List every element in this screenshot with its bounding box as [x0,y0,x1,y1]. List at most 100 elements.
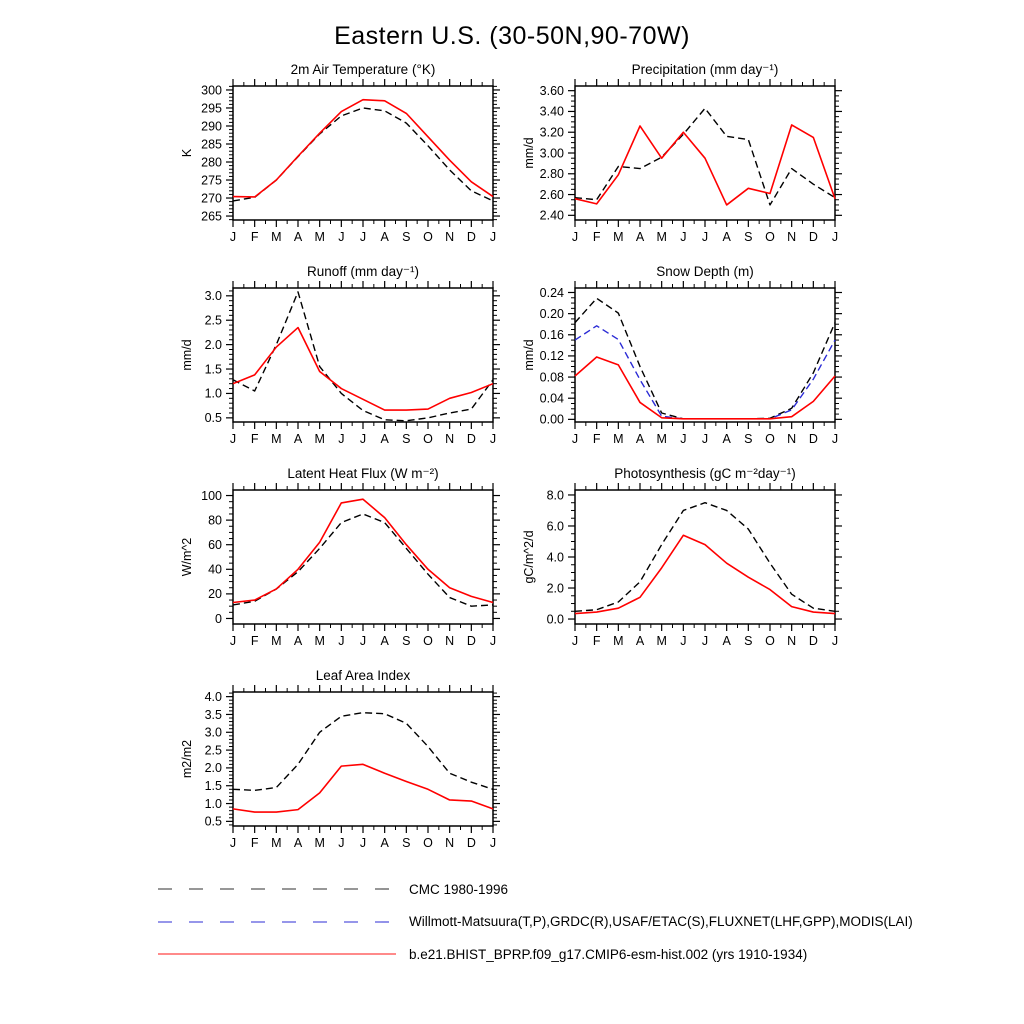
x-tick-label: F [251,432,259,446]
x-tick-label: O [423,836,433,850]
series-line-cmc [574,107,836,206]
x-tick-label: M [656,230,666,244]
y-tick-label: 1.5 [205,362,222,376]
legend-label: Willmott-Matsuura(T,P),GRDC(R),USAF/ETAC… [409,914,913,929]
x-tick-label: M [271,634,281,648]
plot-area: J F M A M J J A S O N D J0.000.040.080.120.160.200.2… [540,281,842,446]
y-tick-label: 295 [201,101,222,115]
x-tick-label: J [680,634,686,648]
y-tick-label: 285 [201,137,222,151]
series-line-cmc [232,513,494,607]
y-axis-label: gC/m^2/d [522,530,536,584]
x-tick-label: A [722,432,731,446]
y-tick-label: 2.60 [540,188,564,202]
chart-title: Latent Heat Flux (W m⁻²) [287,466,439,481]
plot-area: J F M A M J J A S O N D J0.51.01.52.02.53.0 [205,281,500,446]
legend-row: CMC 1980-1996 [158,882,913,897]
x-tick-label: O [423,432,433,446]
x-tick-label: M [271,836,281,850]
x-tick-label: J [490,836,496,850]
y-tick-label: 40 [208,563,222,577]
x-tick-label: O [423,634,433,648]
x-tick-label: J [230,432,236,446]
series-line-model [574,124,836,206]
x-tick-label: J [360,634,366,648]
y-tick-label: 3.0 [205,289,222,303]
series-line-model [574,356,836,420]
y-tick-label: 290 [201,119,222,133]
x-tick-label: J [338,634,344,648]
x-tick-label: A [722,634,731,648]
x-tick-label: O [423,230,433,244]
x-tick-label: S [402,634,410,648]
y-tick-label: 2.5 [205,314,222,328]
x-tick-label: J [338,432,344,446]
x-tick-label: S [402,432,410,446]
y-tick-label: 3.0 [205,726,222,740]
x-tick-label: J [572,432,578,446]
chart-runoff: Runoff (mm day⁻¹) mm/d J F M A M J J A S O N D J 0.5 1… [180,264,500,446]
x-tick-label: D [809,432,818,446]
plot-frame [574,85,836,221]
x-tick-label: A [636,230,645,244]
x-tick-label: A [722,230,731,244]
x-tick-label: J [490,634,496,648]
x-tick-label: M [656,432,666,446]
x-tick-label: A [294,836,303,850]
x-tick-label: J [360,432,366,446]
x-tick-label: O [765,432,775,446]
series-line-model [574,534,836,615]
y-tick-label: 2.40 [540,209,564,223]
x-tick-label: S [744,432,752,446]
series-line-cmc [574,297,836,420]
x-tick-label: J [490,432,496,446]
plot-area: J F M A M J J A S O N D J0.51.01.52.02.53.03.54.0 [205,685,500,850]
plot-frame [232,691,494,827]
chart-title: Photosynthesis (gC m⁻²day⁻¹) [614,466,796,481]
x-tick-label: J [702,230,708,244]
x-tick-label: J [572,230,578,244]
x-tick-label: D [467,230,476,244]
x-tick-label: J [230,230,236,244]
x-tick-label: O [765,634,775,648]
plot-frame [574,489,836,625]
chart-title: Snow Depth (m) [656,264,754,279]
x-tick-label: D [467,634,476,648]
x-tick-label: A [294,634,303,648]
y-tick-label: 300 [201,83,222,97]
y-tick-label: 0.08 [540,370,564,384]
y-axis: 0.5 1.0 1.5 2.0 2.5 3.0 [205,289,500,425]
y-axis-label: K [180,148,194,158]
y-tick-label: 0.0 [547,612,564,626]
series-line-obs [574,325,836,420]
legend-row: Willmott-Matsuura(T,P),GRDC(R),USAF/ETAC… [158,914,913,929]
x-tick-label: J [832,634,838,648]
y-axis-label: mm/d [522,137,536,169]
y-tick-label: 8.0 [547,488,564,502]
x-tick-label: J [832,230,838,244]
x-tick-label: M [271,432,281,446]
x-tick-label: N [445,230,454,244]
plot-frame [232,287,494,423]
x-tick-label: S [402,230,410,244]
y-tick-label: 3.60 [540,84,564,98]
page-title: Eastern U.S. (30-50N,90-70W) [334,22,690,50]
y-tick-label: 3.40 [540,105,564,119]
y-tick-label: 2.0 [205,338,222,352]
series-line-model [232,763,494,813]
chart-snow-depth: Snow Depth (m) mm/d J F M A M J J A S O N D J 0.00 0.0… [522,264,842,446]
x-tick-label: J [832,432,838,446]
y-tick-label: 20 [208,587,222,601]
x-tick-label: J [338,836,344,850]
legend-line-solid-red [158,953,396,955]
x-tick-label: J [230,634,236,648]
y-tick-label: 1.0 [205,797,222,811]
y-tick-label: 0.24 [540,286,564,300]
x-tick-label: A [380,432,389,446]
plot-area: J F M A M J J A S O N D J0.02.04.06.08.0 [547,483,842,648]
x-tick-label: S [744,634,752,648]
x-tick-label: D [467,432,476,446]
